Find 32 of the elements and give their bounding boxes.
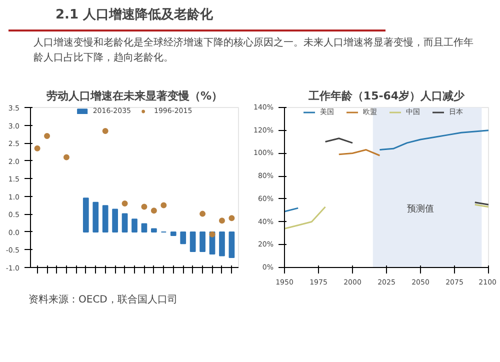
- bar: [219, 231, 225, 256]
- point: [228, 215, 235, 222]
- point: [209, 231, 216, 238]
- bar: [200, 231, 206, 252]
- point: [122, 200, 128, 206]
- band-label: 预测值: [406, 204, 434, 215]
- point: [44, 132, 50, 139]
- point: [200, 210, 206, 217]
- point: [102, 128, 108, 134]
- bar: [190, 231, 196, 252]
- text: 人口增速变慢和老龄化是全球经济增速下降的核心原因之一。未来人口增速将显著变慢，而且工作年龄人口占比下降，趋向老龄化。: [34, 36, 474, 64]
- bar: [92, 202, 99, 232]
- text: 2.1 人口增速降低及老龄化: [56, 8, 214, 22]
- point: [34, 145, 40, 152]
- point: [141, 204, 148, 210]
- chart-title: 工作年龄（15-64岁）人口减少: [307, 90, 466, 102]
- chart-title: 劳动人口增速在未来显著变慢（%）: [46, 90, 223, 102]
- bar: [170, 231, 176, 236]
- bar: [151, 228, 157, 232]
- point: [160, 202, 167, 208]
- bar: [228, 231, 235, 258]
- bar: [102, 205, 108, 232]
- point: [218, 218, 225, 224]
- bar: [112, 208, 118, 232]
- bar: [82, 198, 89, 232]
- bar: [122, 213, 128, 232]
- point: [63, 154, 70, 160]
- text: 资料来源：OECD，联合国人口司: [28, 294, 178, 306]
- bar: [180, 231, 186, 244]
- bar: [141, 223, 148, 232]
- point: [150, 208, 157, 214]
- bar: [132, 218, 138, 232]
